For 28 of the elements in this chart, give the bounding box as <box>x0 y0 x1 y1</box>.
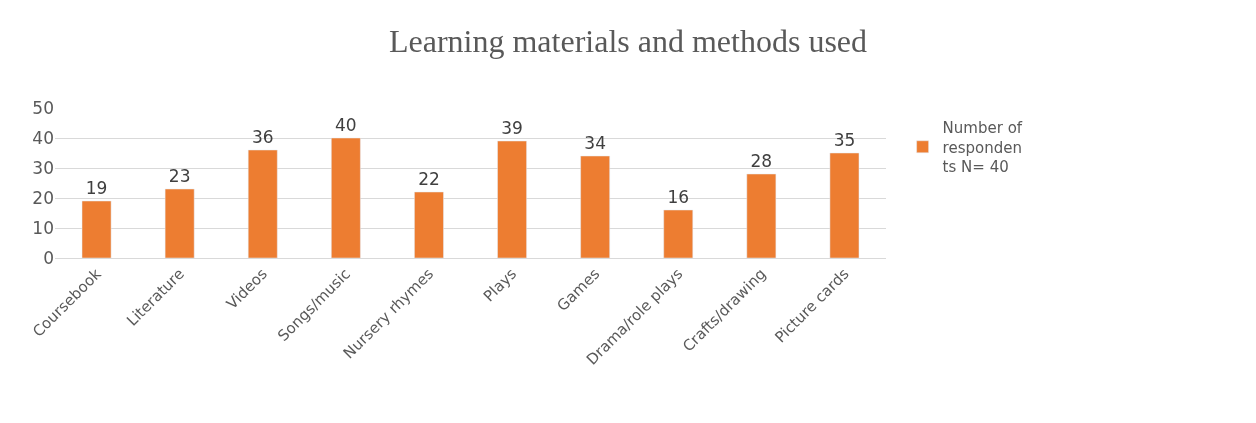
data-label: 36 <box>251 127 274 147</box>
data-label: 22 <box>418 169 440 189</box>
data-label: 35 <box>833 130 856 150</box>
legend-label: Number of respondents N= 40 <box>942 119 1023 177</box>
y-tick-label: 20 <box>32 187 54 208</box>
bar <box>164 188 195 258</box>
bar <box>663 209 694 258</box>
bar <box>829 152 860 258</box>
data-label: 23 <box>168 166 191 186</box>
bar <box>497 140 527 258</box>
bar <box>81 200 112 258</box>
bar <box>247 149 278 258</box>
bar <box>414 191 444 258</box>
data-label: 34 <box>584 133 606 153</box>
bar <box>746 173 777 258</box>
y-tick-label: 30 <box>32 157 54 178</box>
bar <box>580 155 610 258</box>
y-tick-label: 50 <box>32 97 54 118</box>
chart-title: Learning materials and methods used <box>388 23 868 60</box>
bar <box>331 137 361 258</box>
data-label: 40 <box>335 115 357 135</box>
y-tick-label: 0 <box>43 247 54 268</box>
y-tick-label: 40 <box>32 127 54 148</box>
data-label: 28 <box>750 151 773 171</box>
data-label: 16 <box>667 187 690 207</box>
data-label: 39 <box>501 118 523 138</box>
y-tick-label: 10 <box>32 217 54 238</box>
data-label: 19 <box>85 178 108 198</box>
